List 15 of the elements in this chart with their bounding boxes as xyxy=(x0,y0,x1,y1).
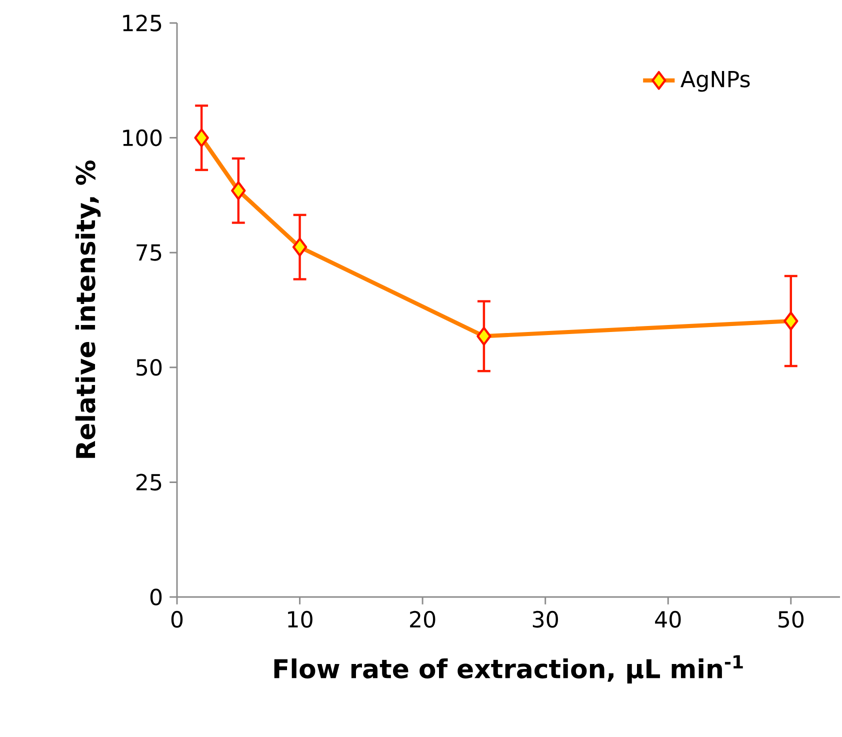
x-tick-label: 20 xyxy=(410,610,436,628)
y-tick-label: 25 xyxy=(136,474,162,491)
x-tick-label: 30 xyxy=(532,610,558,628)
x-tick-label: 10 xyxy=(288,610,312,628)
y-tick-label: 125 xyxy=(123,14,162,32)
y-tick-label: 100 xyxy=(123,129,162,146)
y-tick-label: 75 xyxy=(136,244,162,261)
x-tick-label: 0 xyxy=(171,610,183,628)
legend-label: AgNPs xyxy=(680,70,750,92)
x-tick-label: 40 xyxy=(655,610,681,628)
x-axis-title: Flow rate of extraction, µL min$^{-1}$ xyxy=(274,655,743,684)
y-tick-label: 50 xyxy=(136,359,162,376)
y-axis-title: Relative intensity, % xyxy=(75,160,101,458)
x-tick-label: 50 xyxy=(778,610,804,628)
y-tick-label: 0 xyxy=(150,588,162,606)
